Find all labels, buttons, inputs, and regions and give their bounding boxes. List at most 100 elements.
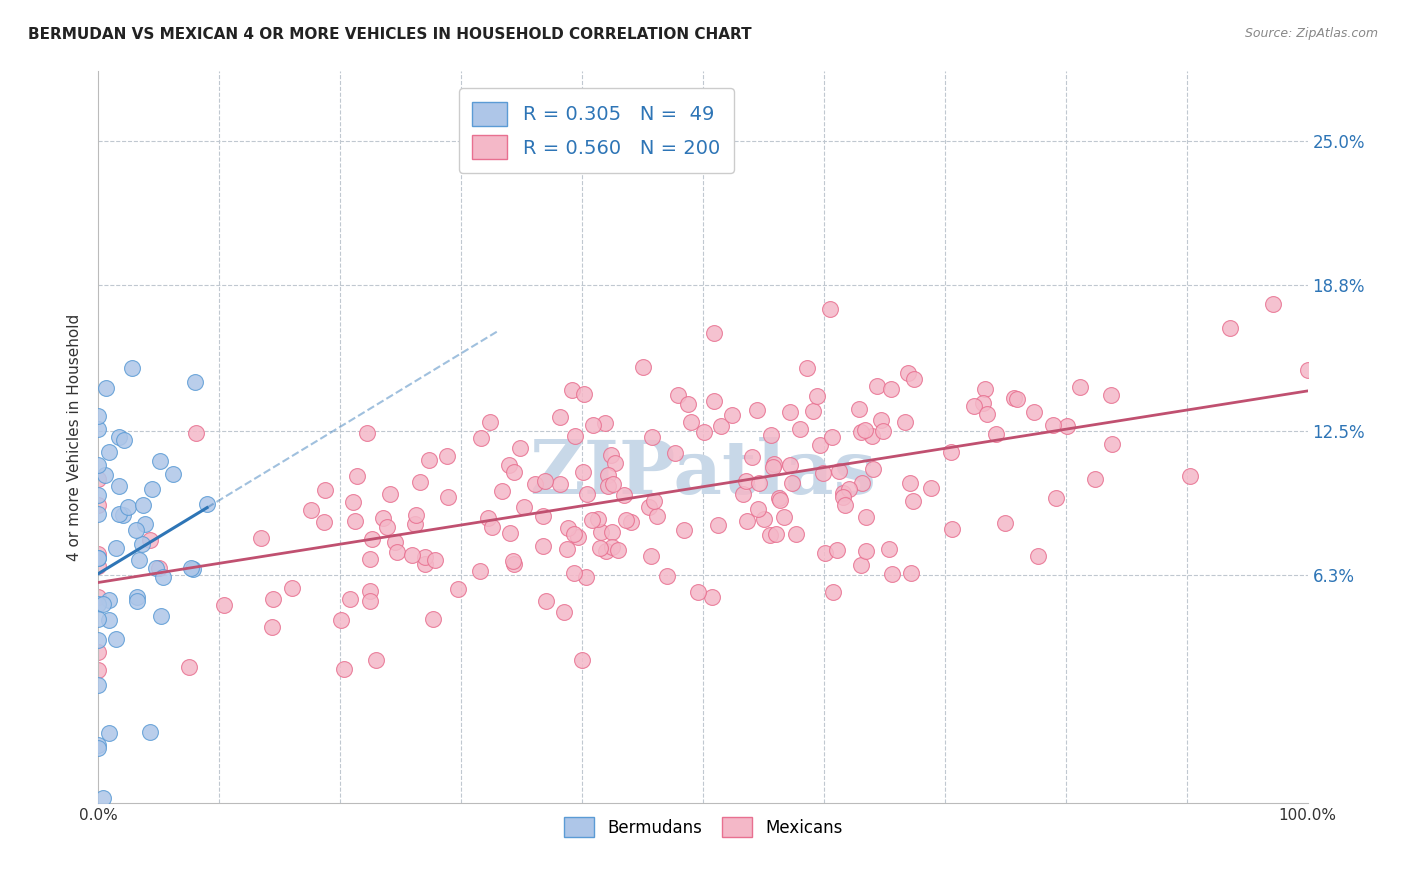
Point xyxy=(606,542,628,557)
Point xyxy=(87,558,110,573)
Point xyxy=(87,597,110,611)
Point xyxy=(761,459,783,474)
Point xyxy=(346,469,368,483)
Point xyxy=(589,541,612,555)
Point xyxy=(108,507,131,521)
Point xyxy=(148,561,170,575)
Point xyxy=(619,515,641,529)
Point xyxy=(401,548,423,562)
Point xyxy=(87,590,110,604)
Point xyxy=(195,497,218,511)
Point xyxy=(212,599,235,613)
Point xyxy=(586,512,609,526)
Point xyxy=(131,537,153,551)
Point xyxy=(87,458,110,473)
Point xyxy=(87,472,110,486)
Point xyxy=(664,446,686,460)
Point xyxy=(603,456,626,470)
Point xyxy=(880,382,903,396)
Point xyxy=(702,590,724,604)
Point xyxy=(1042,418,1064,433)
Point xyxy=(877,542,900,557)
Point xyxy=(903,371,925,385)
Point xyxy=(600,540,623,554)
Point xyxy=(548,477,571,491)
Point xyxy=(779,404,801,418)
Point xyxy=(598,479,620,493)
Point xyxy=(596,467,619,482)
Point xyxy=(602,524,624,539)
Point xyxy=(735,515,758,529)
Point xyxy=(418,453,440,467)
Point xyxy=(748,475,770,490)
Point xyxy=(1296,363,1319,377)
Point xyxy=(531,508,554,523)
Point xyxy=(1178,468,1201,483)
Point xyxy=(673,524,696,538)
Point xyxy=(87,645,110,659)
Point xyxy=(1219,321,1241,335)
Point xyxy=(643,493,665,508)
Point xyxy=(818,302,841,317)
Point xyxy=(1069,380,1091,394)
Point xyxy=(855,510,877,524)
Point xyxy=(828,464,851,478)
Point xyxy=(710,418,733,433)
Point xyxy=(134,516,156,531)
Point xyxy=(97,613,120,627)
Point xyxy=(1084,472,1107,486)
Point xyxy=(447,582,470,596)
Point xyxy=(162,467,184,482)
Point xyxy=(91,597,114,611)
Point xyxy=(595,544,617,558)
Point xyxy=(974,383,997,397)
Point xyxy=(94,380,117,394)
Point xyxy=(733,487,755,501)
Point xyxy=(107,430,129,444)
Point xyxy=(87,551,110,566)
Point xyxy=(342,495,364,509)
Point xyxy=(631,360,654,375)
Point xyxy=(423,553,446,567)
Point xyxy=(806,389,828,403)
Point xyxy=(848,402,870,417)
Point xyxy=(941,522,963,536)
Point xyxy=(1056,418,1078,433)
Point xyxy=(98,725,121,739)
Point xyxy=(681,415,703,429)
Point xyxy=(614,513,637,527)
Point xyxy=(869,413,891,427)
Point xyxy=(499,526,522,541)
Point xyxy=(808,438,831,452)
Point xyxy=(422,612,444,626)
Point xyxy=(772,510,794,524)
Y-axis label: 4 or more Vehicles in Household: 4 or more Vehicles in Household xyxy=(67,313,83,561)
Point xyxy=(94,467,117,482)
Point xyxy=(986,427,1008,442)
Point xyxy=(415,558,437,572)
Point xyxy=(640,549,662,563)
Point xyxy=(262,592,284,607)
Point xyxy=(780,476,803,491)
Point xyxy=(138,724,160,739)
Point xyxy=(789,422,811,436)
Point xyxy=(849,558,872,572)
Point xyxy=(468,564,491,578)
Point xyxy=(470,431,492,445)
Point xyxy=(720,408,742,422)
Point xyxy=(405,508,427,522)
Point xyxy=(962,400,984,414)
Point xyxy=(87,738,110,752)
Point xyxy=(125,523,148,537)
Point xyxy=(314,483,336,497)
Point xyxy=(498,458,520,472)
Point xyxy=(866,379,889,393)
Point xyxy=(478,415,501,429)
Point xyxy=(693,425,716,439)
Point xyxy=(637,500,659,515)
Point xyxy=(591,524,613,539)
Point xyxy=(734,474,756,488)
Point xyxy=(1261,297,1284,311)
Point xyxy=(139,533,162,548)
Point xyxy=(821,430,844,444)
